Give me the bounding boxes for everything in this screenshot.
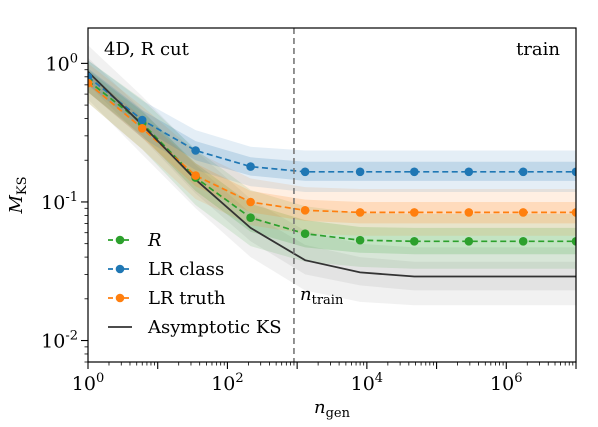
legend-marker-lr-truth	[115, 293, 125, 303]
r-point	[410, 237, 419, 246]
asymptotic-ks-inner-band	[88, 57, 576, 291]
lr-class-point	[191, 146, 200, 155]
r-inner-band	[88, 69, 576, 255]
r-point	[355, 235, 365, 245]
lr-truth-point	[410, 208, 419, 217]
asymptotic-ks-line	[88, 71, 576, 278]
legend-marker-lr-class	[115, 264, 125, 274]
legend-label-asymptotic-ks: Asymptotic KS	[147, 317, 282, 338]
x-tick-label: 106	[490, 371, 522, 395]
lr-truth-point	[246, 197, 255, 207]
lr-truth-point	[137, 124, 147, 133]
annotation-right: train	[516, 39, 560, 60]
y-tick-label: 10-2	[41, 329, 78, 353]
series-markers	[88, 72, 576, 246]
y-tick-label: 10-1	[41, 190, 78, 214]
legend-label-lr-class: LR class	[148, 259, 224, 280]
lr-truth-point	[88, 78, 93, 88]
lr-truth-inner-band	[88, 73, 576, 224]
lr-truth-point	[571, 208, 576, 217]
annotation-left: 4D, R cut	[104, 39, 190, 60]
legend: R LR class LR truth Asymptotic KS	[108, 230, 282, 338]
lr-class-point	[137, 115, 147, 125]
plot-frame	[87, 27, 577, 363]
lr-class-point	[410, 167, 419, 177]
lr-class-point	[518, 167, 528, 177]
x-axis: 100 102 104 106	[72, 362, 577, 395]
r-line	[88, 80, 576, 243]
series-lines	[88, 71, 576, 278]
r-point	[518, 237, 528, 246]
y-axis-label: MKS	[6, 176, 30, 214]
n-train-label: ntrain	[300, 284, 344, 308]
asymptotic-ks-outer-band	[88, 45, 576, 306]
r-point	[246, 213, 255, 222]
lr-truth-point	[355, 208, 365, 217]
lr-class-outer-band	[88, 60, 576, 193]
r-outer-band	[88, 60, 576, 269]
lr-truth-point	[464, 208, 474, 217]
legend-marker-r	[115, 235, 125, 245]
lr-truth-point	[518, 208, 528, 217]
lr-class-inner-band	[88, 68, 576, 181]
legend-label-r: R	[147, 230, 162, 251]
x-tick-label: 102	[211, 371, 243, 395]
y-axis: 10-2 10-1 100	[41, 51, 88, 363]
lr-class-point	[246, 162, 255, 171]
r-point	[571, 237, 576, 246]
x-tick-label: 100	[72, 371, 104, 395]
y-tick-label: 100	[46, 51, 78, 75]
x-axis-label: ngen	[314, 397, 351, 421]
x-tick-label: 104	[351, 371, 383, 395]
lr-class-point	[300, 167, 310, 177]
lr-class-point	[464, 167, 474, 177]
uncertainty-bands	[88, 45, 576, 306]
lr-truth-point	[300, 206, 310, 215]
lr-class-point	[355, 167, 365, 177]
lr-class-line	[88, 76, 576, 173]
r-point	[464, 237, 474, 246]
lr-truth-point	[191, 171, 200, 180]
r-point	[300, 229, 310, 238]
lr-class-point	[571, 167, 576, 177]
legend-label-lr-truth: LR truth	[148, 288, 226, 309]
